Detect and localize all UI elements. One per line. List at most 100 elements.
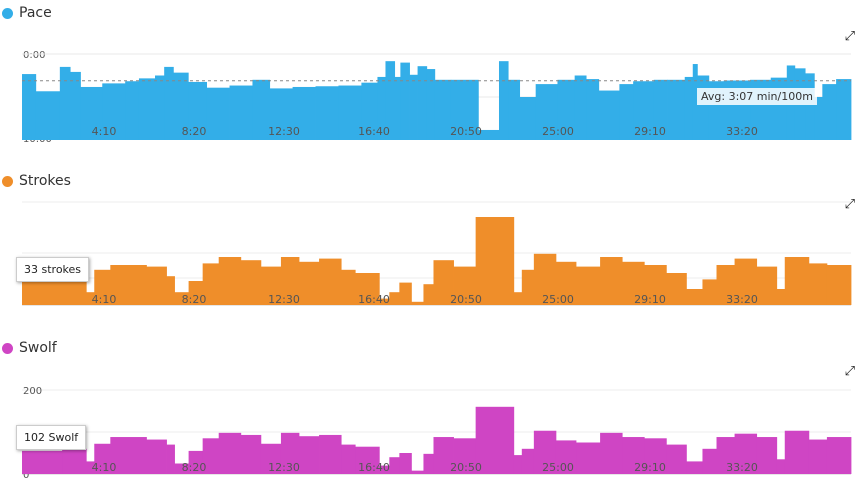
strokes-bar xyxy=(521,269,535,305)
pace-bar xyxy=(252,79,271,140)
pace-bar xyxy=(692,64,698,140)
swolf-bar xyxy=(826,437,852,474)
strokes-bar xyxy=(423,284,434,305)
pace-x-tick: 25:00 xyxy=(542,125,574,138)
strokes-bar xyxy=(784,257,810,305)
strokes-bar xyxy=(355,273,380,305)
swolf-bar xyxy=(299,436,320,474)
swolf-bar xyxy=(644,438,667,474)
strokes-bar xyxy=(174,292,190,305)
swolf-bar xyxy=(622,437,645,474)
swolf-x-tick: 12:30 xyxy=(268,461,300,474)
swolf-bar xyxy=(166,444,175,474)
strokes-bar xyxy=(341,269,356,305)
swolf-x-tick: 8:20 xyxy=(182,461,207,474)
pace-bar xyxy=(598,90,620,140)
pace-bar xyxy=(557,79,576,140)
swolf-bar xyxy=(62,448,87,474)
pace-bar xyxy=(426,69,436,140)
strokes-bar xyxy=(218,257,242,305)
pace-bar xyxy=(417,66,428,140)
pace-bar xyxy=(206,87,230,140)
expand-icon[interactable]: ⤢ xyxy=(844,364,855,379)
strokes-bar xyxy=(280,257,300,305)
strokes-bar xyxy=(756,266,778,305)
pace-bar xyxy=(814,97,823,140)
pace-average-label: Avg: 3:07 min/100m xyxy=(697,88,817,105)
pace-bar xyxy=(770,77,788,140)
pace-bar xyxy=(155,75,165,140)
strokes-bar xyxy=(734,258,758,305)
swolf-bar xyxy=(808,439,828,474)
strokes-x-tick: 4:10 xyxy=(92,293,117,306)
swolf-bar xyxy=(533,430,557,474)
pace-bar xyxy=(164,66,174,140)
strokes-bar xyxy=(94,269,111,305)
strokes-tooltip: 33 strokes xyxy=(16,257,90,282)
strokes-panel: Strokes ⤢ 4:10 8:20 12:30 16:40 20:50 25:00 29… xyxy=(0,165,863,325)
expand-icon[interactable]: ⤢ xyxy=(844,29,855,44)
strokes-bar xyxy=(86,292,95,305)
pace-bar xyxy=(434,79,452,140)
pace-x-tick: 8:20 xyxy=(182,125,207,138)
swolf-x-tick: 25:00 xyxy=(542,461,574,474)
pace-bar xyxy=(535,84,558,140)
swolf-panel: Swolf ⤢ 20010004:108:2012:3016:4020:5025… xyxy=(0,330,863,485)
strokes-bar xyxy=(716,265,735,305)
strokes-bar xyxy=(379,298,390,305)
strokes-legend-dot xyxy=(2,175,13,187)
pace-bar xyxy=(519,97,537,140)
swolf-bar xyxy=(576,442,601,474)
strokes-bar xyxy=(389,292,400,305)
swolf-bar xyxy=(756,437,778,474)
swolf-x-tick: 33:20 xyxy=(726,461,758,474)
pace-bar xyxy=(188,81,208,140)
swolf-bar xyxy=(686,461,703,474)
pace-bar xyxy=(361,82,378,140)
strokes-bar xyxy=(411,301,424,305)
swolf-bar xyxy=(146,439,167,474)
swolf-bar xyxy=(521,448,535,474)
pace-bar xyxy=(229,85,253,140)
strokes-bar xyxy=(453,266,477,305)
strokes-bar xyxy=(686,289,703,305)
strokes-bar xyxy=(22,281,63,305)
strokes-x-tick: 16:40 xyxy=(358,293,390,306)
pace-x-tick: 4:10 xyxy=(92,125,117,138)
pace-x-tick: 20:50 xyxy=(450,125,482,138)
swolf-bar xyxy=(784,430,810,474)
swolf-bar xyxy=(94,443,111,474)
pace-bar xyxy=(586,79,600,140)
pace-bar xyxy=(394,76,401,140)
pace-bar xyxy=(619,84,634,140)
swolf-bar xyxy=(702,448,717,474)
strokes-x-tick: 29:10 xyxy=(634,293,666,306)
swolf-bar xyxy=(513,455,523,474)
pace-panel: Pace ⤢ 0:005:0010:004:108:2012:3016:4020… xyxy=(0,0,863,160)
pace-title: Pace xyxy=(2,5,52,21)
pace-title-label: Pace xyxy=(19,5,52,21)
swolf-bar xyxy=(411,470,424,474)
pace-bar xyxy=(822,84,837,140)
pace-bar xyxy=(508,79,521,140)
swolf-title-label: Swolf xyxy=(19,340,57,356)
pace-bar xyxy=(836,79,852,140)
swolf-bar xyxy=(202,438,220,474)
swolf-bar xyxy=(423,453,434,474)
strokes-bar xyxy=(666,273,687,305)
swolf-x-tick: 4:10 xyxy=(92,461,117,474)
strokes-title-label: Strokes xyxy=(19,173,71,189)
strokes-bar xyxy=(600,257,623,305)
pace-bar xyxy=(22,74,37,140)
strokes-bar xyxy=(576,266,601,305)
pace-x-tick: 12:30 xyxy=(268,125,300,138)
expand-icon[interactable]: ⤢ xyxy=(844,197,855,212)
pace-bar xyxy=(478,129,500,140)
strokes-bar xyxy=(808,263,828,305)
swolf-y-tick: 200 xyxy=(23,386,42,397)
strokes-bar xyxy=(399,282,412,305)
pace-bar xyxy=(80,86,103,140)
swolf-chart: 20010004:108:2012:3016:4020:5025:0029:10… xyxy=(22,386,852,481)
pace-chart: 0:005:0010:004:108:2012:3016:4020:5025:0… xyxy=(22,50,852,145)
pace-legend-dot xyxy=(2,7,13,19)
